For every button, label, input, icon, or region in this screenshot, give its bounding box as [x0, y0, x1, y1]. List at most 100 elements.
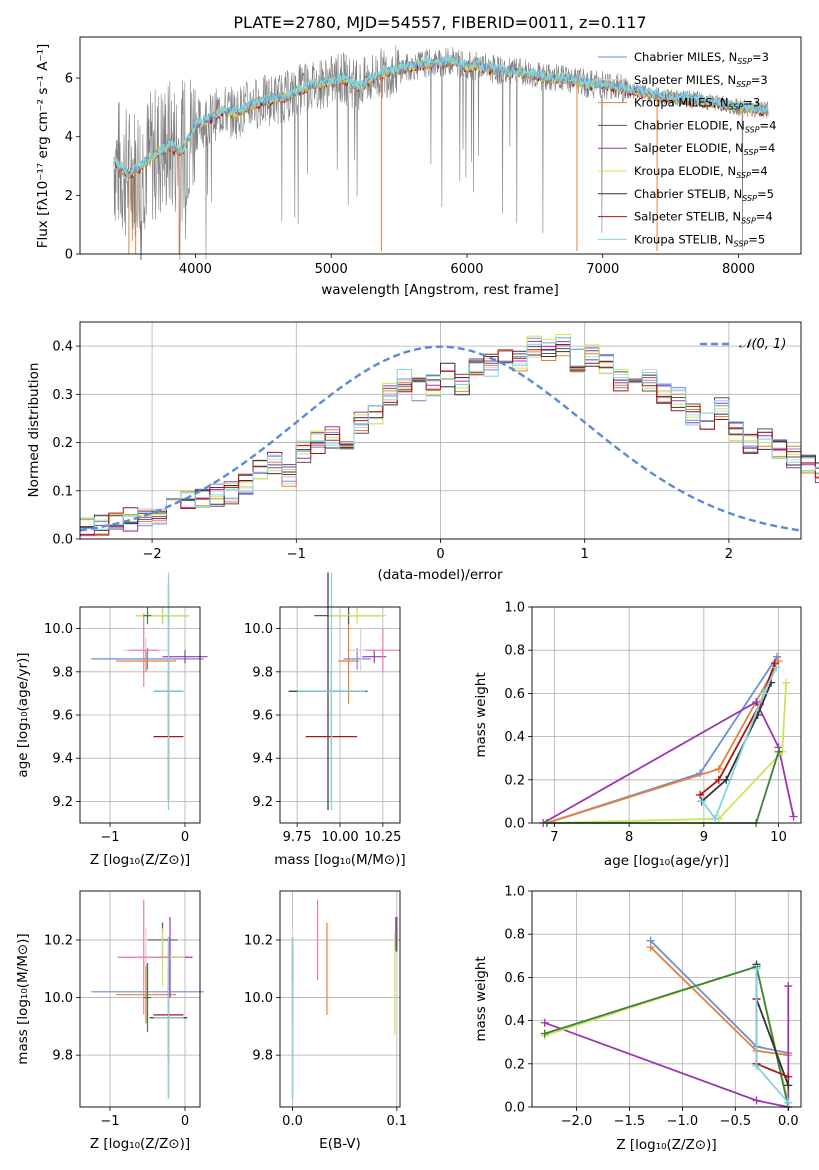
histogram-kroupa_stelib [80, 337, 819, 530]
spectrum-frame [79, 36, 802, 255]
grid [80, 607, 200, 823]
x-axis-label: age [log₁₀(age/yr)] [604, 853, 729, 869]
y-tick-label: 0.4 [52, 340, 73, 355]
marker-kroupa_elodie [782, 678, 791, 687]
marker-chabrier_stelib [722, 775, 731, 784]
legend-label: Salpeter STELIB, NSSP=4 [634, 210, 773, 226]
x-tick-label: −1.5 [614, 1114, 646, 1129]
legend-text: Chabrier STELIB, N [634, 187, 742, 201]
y-tick-label: 0.8 [504, 644, 525, 659]
mass-weight-line-chabrier_miles [546, 656, 778, 824]
marker-kroupa_stelib [752, 964, 761, 973]
marker-kroupa_stelib [752, 1061, 761, 1070]
mass-vs-Z-panel: −1 0 9.8 10.0 10.2 Z [log₁₀(Z/Z⊙)] mass [log₁₀… [15, 890, 204, 1152]
x-axis-label: E(B-V) [319, 1136, 361, 1152]
mass-weight-line-chabrier_stelib [755, 964, 790, 1086]
x-tick-label: −2 [143, 547, 162, 562]
y-tick-label: 1.0 [504, 601, 525, 616]
x-tick-label: 0.1 [387, 1114, 408, 1129]
y-tick-label: 10.0 [44, 622, 73, 637]
y-tick-label: 0 [65, 248, 73, 263]
spectrum-panel: PLATE=2780, MJD=54557, FIBERID=0011, z=0… [35, 13, 802, 298]
y-tick-label: 0.8 [504, 928, 525, 943]
axes-frame [79, 890, 201, 1108]
legend-label: Chabrier STELIB, NSSP=5 [634, 187, 774, 203]
y-tick-label: 9.4 [52, 752, 73, 767]
y-tick-label: 6 [65, 72, 73, 87]
legend-text: Salpeter STELIB, N [634, 210, 741, 224]
legend-suffix: =5 [748, 232, 765, 246]
legend-suffix: =3 [752, 50, 769, 64]
y-tick-label: 4 [65, 130, 73, 145]
legend-subscript: SSP [736, 171, 751, 180]
chart-title: PLATE=2780, MJD=54557, FIBERID=0011, z=0… [233, 13, 646, 32]
legend-label: Kroupa STELIB, NSSP=5 [634, 232, 765, 248]
legend-subscript: SSP [736, 80, 751, 89]
legend-text: Salpeter ELODIE, N [634, 141, 744, 155]
residuals-legend: 𝒩(0, 1) [700, 337, 786, 352]
y-tick-label: 2 [65, 189, 73, 204]
y-tick-label: 0.0 [504, 1101, 525, 1116]
y-tick-label: 10.0 [44, 991, 73, 1006]
y-tick-label: 0.1 [52, 484, 73, 499]
marker-salpeter_elodie [752, 1096, 761, 1105]
y-tick-label: 0.2 [504, 773, 525, 788]
y-tick-label: 1.0 [504, 885, 525, 900]
legend-label: Chabrier MILES, NSSP=3 [634, 50, 769, 66]
marker-kroupa_stelib [759, 689, 768, 698]
y-tick-label: 0.6 [504, 971, 525, 986]
x-tick-label: 8 [625, 830, 633, 845]
spectrum-xlabel: wavelength [Angstrom, rest frame] [321, 282, 559, 298]
legend-subscript: SSP [734, 239, 749, 248]
marker-chabrier_stelib [784, 1081, 793, 1090]
axes-frame [279, 890, 401, 1108]
legend-suffix: =4 [758, 141, 775, 155]
marker-kroupa_stelib [711, 814, 720, 823]
mass-weight-line-kroupa_elodie [544, 965, 790, 1103]
mass-weight-vs-Z-panel: −2.0 −1.5 −1.0 −0.5 0.0 0.0 0.2 0.4 0.6 0.8 1.0 Z [… [473, 885, 802, 1153]
mass-weight-line-kroupa_miles [649, 946, 789, 1057]
marker-extra_green [774, 747, 783, 756]
y-axis-label: mass weight [473, 672, 489, 757]
y-tick-label: 0.2 [504, 1057, 525, 1072]
y-tick-label: 9.8 [52, 1049, 73, 1064]
y-tick-label: 0.2 [52, 436, 73, 451]
mass-weight-line-salpeter_elodie [542, 700, 795, 824]
marker-salpeter_stelib [696, 790, 705, 799]
legend-subscript: SSP [737, 57, 752, 66]
legend-text: Chabrier MILES, N [634, 50, 737, 64]
marker-kroupa_stelib [784, 1098, 793, 1107]
x-tick-label: 0.0 [778, 1114, 799, 1129]
grid [532, 890, 801, 1108]
marker-salpeter_stelib [784, 1072, 793, 1081]
y-tick-label: 9.4 [252, 752, 273, 767]
legend-label: Kroupa MILES, NSSP=3 [634, 96, 760, 112]
y-tick-label: 0.4 [504, 730, 525, 745]
y-tick-label: 9.8 [252, 665, 273, 680]
axes-frame [531, 606, 802, 824]
legend-text: Kroupa MILES, N [634, 96, 729, 110]
marker-salpeter_stelib [714, 775, 723, 784]
mass-vs-EBV-panel: 0.0 0.1 9.8 10.0 10.2 E(B-V) [244, 890, 408, 1152]
marker-kroupa_stelib [772, 663, 781, 672]
legend-subscript: SSP [741, 217, 756, 226]
x-tick-label: −1 [100, 1114, 119, 1129]
y-tick-label: 9.6 [252, 709, 273, 724]
y-tick-label: 9.8 [52, 665, 73, 680]
x-axis-label: Z [log₁₀(Z/Z⊙)] [616, 1137, 716, 1153]
x-tick-label: 9.75 [283, 830, 312, 845]
marker-extra_green [540, 1029, 549, 1038]
x-tick-label: 1 [581, 547, 589, 562]
legend-text: Chabrier ELODIE, N [634, 118, 745, 132]
marker-salpeter_elodie [540, 1018, 549, 1027]
spectrum-ylabel: Flux [fλ10⁻¹⁷ erg cm⁻² s⁻¹ A⁻¹] [35, 44, 51, 249]
mass-weight-vs-age-panel: 7 8 9 10 0.0 0.2 0.4 0.6 0.8 1.0 age [log₁₀(age/yr… [473, 601, 802, 869]
marker-salpeter_elodie [789, 812, 798, 821]
x-tick-label: 4000 [179, 262, 212, 277]
legend-text: Kroupa ELODIE, N [634, 164, 736, 178]
legend-suffix: =3 [751, 73, 768, 87]
legend-suffix: =5 [757, 187, 774, 201]
histogram-chabrier_elodie [80, 346, 819, 531]
legend-text: Kroupa STELIB, N [634, 232, 734, 246]
